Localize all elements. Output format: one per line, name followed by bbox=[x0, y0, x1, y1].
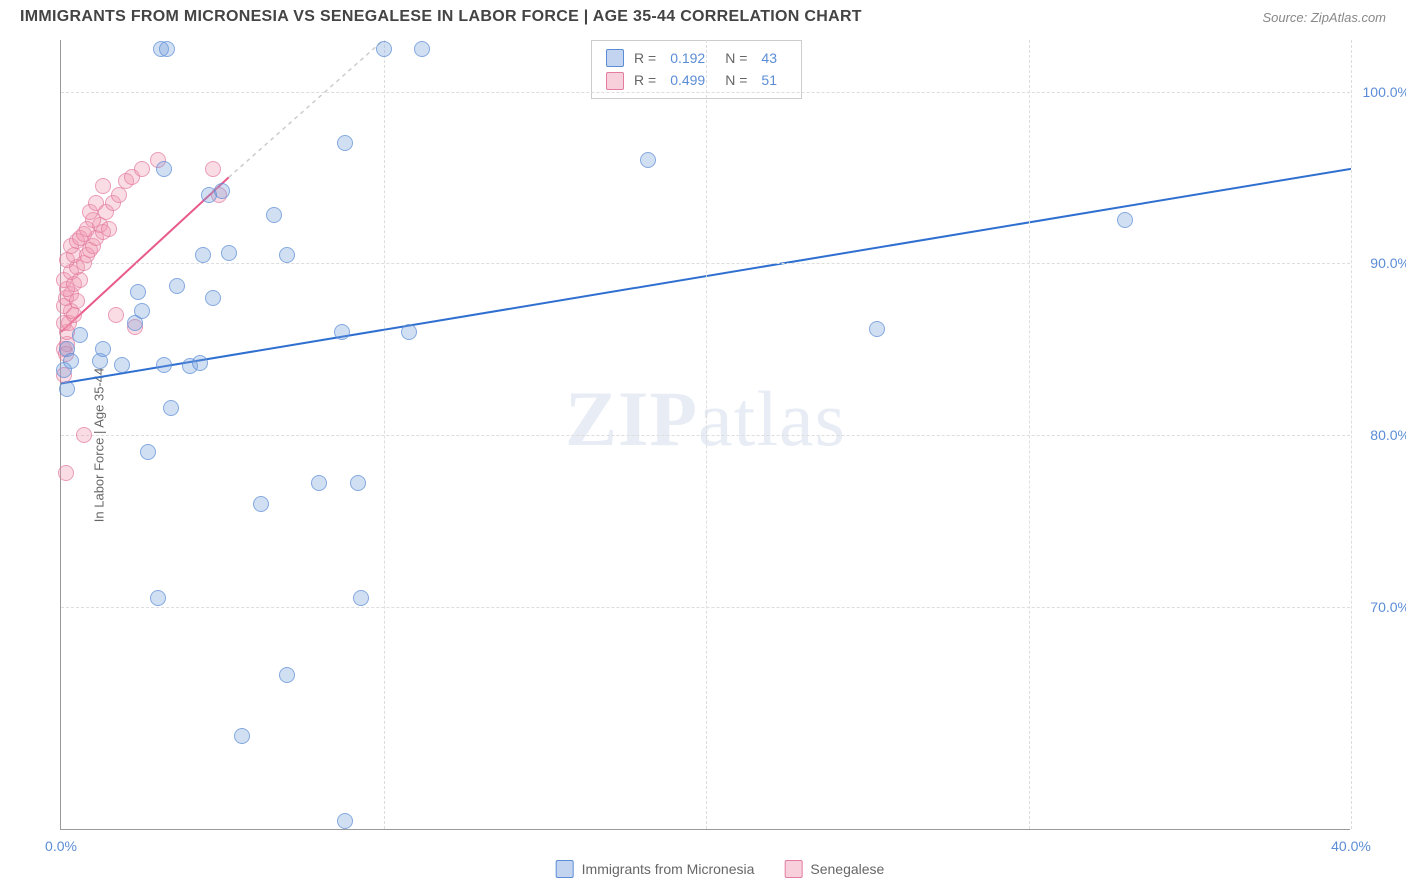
data-point bbox=[221, 245, 237, 261]
legend-label-pink: Senegalese bbox=[810, 861, 884, 877]
correlation-legend: R = 0.192 N = 43 R = 0.499 N = 51 bbox=[591, 40, 802, 99]
data-point bbox=[253, 496, 269, 512]
data-point bbox=[156, 357, 172, 373]
plot-area: ZIPatlas R = 0.192 N = 43 R = 0.499 N = … bbox=[60, 40, 1350, 830]
source-label: Source: ZipAtlas.com bbox=[1262, 10, 1386, 25]
data-point bbox=[205, 290, 221, 306]
data-point bbox=[108, 307, 124, 323]
data-point bbox=[169, 278, 185, 294]
ytick-label: 70.0% bbox=[1355, 599, 1406, 615]
data-point bbox=[869, 321, 885, 337]
data-point bbox=[640, 152, 656, 168]
data-point bbox=[350, 475, 366, 491]
data-point bbox=[337, 813, 353, 829]
chart-container: In Labor Force | Age 35-44 ZIPatlas R = … bbox=[50, 40, 1390, 850]
data-point bbox=[114, 357, 130, 373]
legend-item-blue: Immigrants from Micronesia bbox=[556, 860, 755, 878]
r-value-pink: 0.499 bbox=[670, 69, 705, 91]
ytick-label: 80.0% bbox=[1355, 427, 1406, 443]
watermark-zip: ZIP bbox=[565, 375, 698, 462]
data-point bbox=[66, 307, 82, 323]
data-point bbox=[279, 247, 295, 263]
gridline-v bbox=[706, 40, 707, 829]
data-point bbox=[279, 667, 295, 683]
swatch-blue-icon bbox=[556, 860, 574, 878]
gridline-v bbox=[1351, 40, 1352, 829]
n-label: N = bbox=[725, 69, 747, 91]
n-label: N = bbox=[725, 47, 747, 69]
data-point bbox=[111, 187, 127, 203]
data-point bbox=[72, 327, 88, 343]
data-point bbox=[1117, 212, 1133, 228]
r-label: R = bbox=[634, 69, 656, 91]
swatch-blue-icon bbox=[606, 49, 624, 67]
data-point bbox=[130, 284, 146, 300]
swatch-pink-icon bbox=[606, 72, 624, 90]
data-point bbox=[134, 161, 150, 177]
trend-line bbox=[229, 40, 384, 177]
data-point bbox=[56, 362, 72, 378]
data-point bbox=[101, 221, 117, 237]
data-point bbox=[58, 465, 74, 481]
data-point bbox=[376, 41, 392, 57]
data-point bbox=[95, 341, 111, 357]
data-point bbox=[59, 381, 75, 397]
data-point bbox=[150, 590, 166, 606]
data-point bbox=[192, 355, 208, 371]
data-point bbox=[140, 444, 156, 460]
watermark-atlas: atlas bbox=[698, 375, 846, 462]
legend-row-pink: R = 0.499 N = 51 bbox=[606, 69, 787, 91]
legend-item-pink: Senegalese bbox=[784, 860, 884, 878]
data-point bbox=[334, 324, 350, 340]
ytick-label: 100.0% bbox=[1355, 84, 1406, 100]
data-point bbox=[353, 590, 369, 606]
xtick-label: 0.0% bbox=[45, 838, 77, 854]
data-point bbox=[214, 183, 230, 199]
data-point bbox=[156, 161, 172, 177]
legend-label-blue: Immigrants from Micronesia bbox=[582, 861, 755, 877]
chart-title: IMMIGRANTS FROM MICRONESIA VS SENEGALESE… bbox=[20, 8, 862, 26]
n-value-pink: 51 bbox=[761, 69, 777, 91]
data-point bbox=[337, 135, 353, 151]
data-point bbox=[234, 728, 250, 744]
r-value-blue: 0.192 bbox=[670, 47, 705, 69]
series-legend: Immigrants from Micronesia Senegalese bbox=[556, 860, 885, 878]
data-point bbox=[72, 272, 88, 288]
swatch-pink-icon bbox=[784, 860, 802, 878]
data-point bbox=[414, 41, 430, 57]
data-point bbox=[311, 475, 327, 491]
ytick-label: 90.0% bbox=[1355, 255, 1406, 271]
data-point bbox=[266, 207, 282, 223]
data-point bbox=[195, 247, 211, 263]
data-point bbox=[205, 161, 221, 177]
gridline-v bbox=[1029, 40, 1030, 829]
legend-row-blue: R = 0.192 N = 43 bbox=[606, 47, 787, 69]
data-point bbox=[127, 315, 143, 331]
data-point bbox=[95, 178, 111, 194]
data-point bbox=[76, 427, 92, 443]
data-point bbox=[163, 400, 179, 416]
n-value-blue: 43 bbox=[761, 47, 777, 69]
r-label: R = bbox=[634, 47, 656, 69]
data-point bbox=[401, 324, 417, 340]
gridline-v bbox=[384, 40, 385, 829]
data-point bbox=[159, 41, 175, 57]
xtick-label: 40.0% bbox=[1331, 838, 1371, 854]
